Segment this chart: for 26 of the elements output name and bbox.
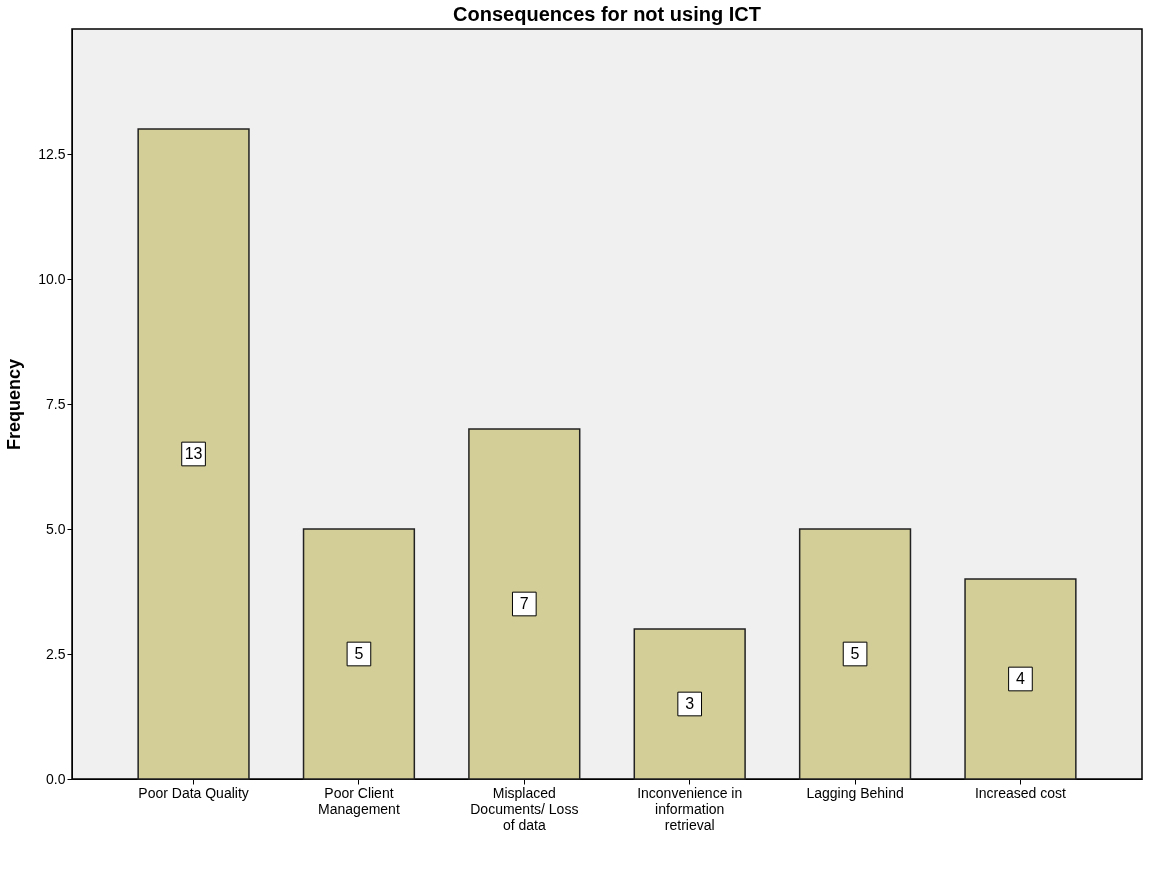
y-tick-label: 5.0	[46, 520, 66, 537]
bar	[964, 578, 1077, 780]
y-tick-label: 0.0	[46, 770, 66, 787]
bar	[798, 528, 912, 780]
y-tick-label: 2.5	[46, 645, 66, 662]
x-tick-label: Inconvenience in information retrieval	[637, 784, 743, 833]
y-tick-label: 12.5	[38, 145, 66, 162]
y-axis-title: Frequency	[4, 358, 25, 451]
data-label: 7	[519, 595, 529, 612]
y-tick-label: 10.0	[38, 270, 66, 287]
x-tick-label: Increased cost	[974, 784, 1067, 801]
bar	[633, 628, 746, 780]
x-tick-label: Poor Data Quality	[138, 784, 249, 801]
data-label: 5	[354, 645, 364, 662]
bar	[302, 528, 416, 780]
data-label: 13	[184, 445, 203, 462]
bar	[137, 128, 250, 780]
x-tick-label: Poor Client Management	[318, 784, 400, 817]
y-tick-label: 7.5	[46, 395, 66, 412]
chart-title: Consequences for not using ICT	[453, 3, 761, 25]
bar	[468, 428, 581, 780]
x-tick-label: Misplaced Documents/ Loss of data	[470, 784, 579, 833]
data-label: 4	[1015, 670, 1025, 687]
data-label: 5	[850, 645, 860, 662]
data-label: 3	[685, 695, 695, 712]
x-tick-label: Lagging Behind	[806, 784, 904, 801]
